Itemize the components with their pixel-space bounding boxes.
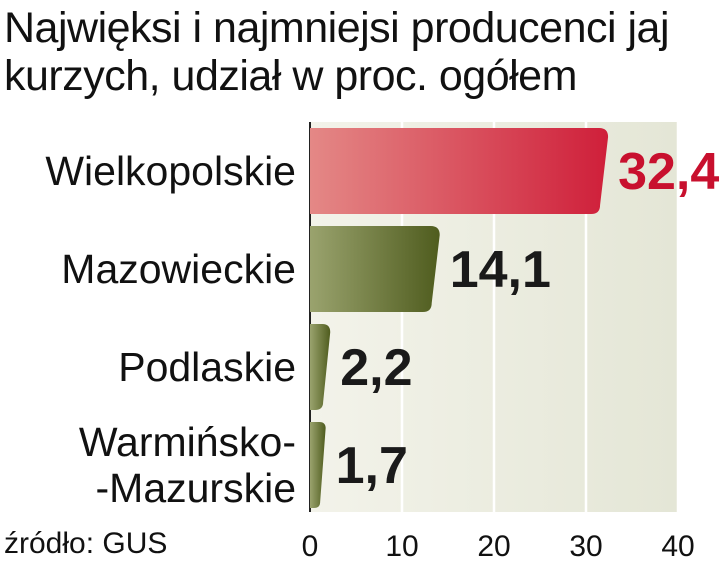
bar (310, 422, 326, 508)
x-tick-label: 10 (385, 530, 418, 563)
x-tick-label: 40 (661, 530, 694, 563)
source-note: źródło: GUS (4, 527, 168, 560)
value-label: 32,4 (618, 143, 719, 201)
bar (310, 324, 331, 410)
category-label: Podlaskie (118, 344, 296, 390)
x-tick-label: 30 (569, 530, 602, 563)
chart-title: Najwięksi i najmniejsi producenci jaj ku… (4, 4, 670, 100)
category-label: Warmińsko- (79, 419, 296, 465)
value-label: 14,1 (450, 241, 551, 299)
x-tick-label: 20 (477, 530, 510, 563)
value-label: 2,2 (340, 339, 412, 397)
value-label: 1,7 (336, 437, 408, 495)
x-tick-label: 0 (302, 530, 319, 563)
category-label: Mazowieckie (61, 246, 296, 292)
bar (310, 128, 609, 214)
category-label: -Mazurskie (96, 465, 296, 511)
bar (310, 226, 440, 312)
category-label: Wielkopolskie (45, 148, 296, 194)
